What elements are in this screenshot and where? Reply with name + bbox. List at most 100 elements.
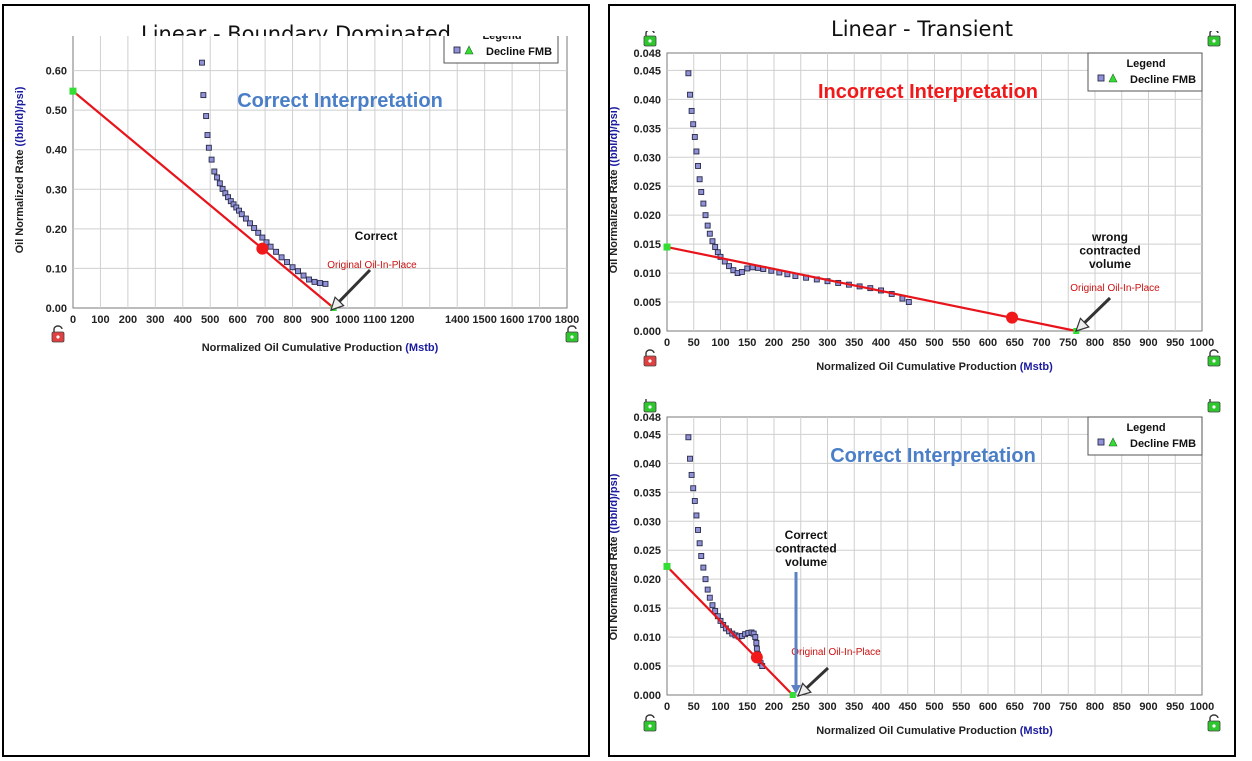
lock-icon [1207,399,1221,413]
x-tick-label: 300 [818,337,836,349]
x-tick-label: 400 [872,701,890,713]
y-tick-label: 0.005 [633,661,661,673]
data-point [311,278,318,285]
data-point [712,244,719,250]
data-point [905,299,912,305]
x-tick-label: 550 [952,337,970,349]
lock-icon [643,349,657,367]
x-tick-label: 450 [899,701,917,713]
pointer-arrow-shaft [1083,296,1112,324]
lock-icon [643,714,657,732]
lock-keyhole [1212,724,1216,728]
y-tick-label: 0.040 [633,94,661,106]
data-point [204,132,211,139]
legend-title: Legend [482,36,521,42]
interpretation-label: Correct Interpretation [237,90,443,112]
data-point [199,59,205,66]
x-tick-label: 500 [925,337,943,349]
data-point [706,594,713,601]
y-tick-label: 0.020 [633,574,661,586]
x-tick-label: 450 [899,337,917,349]
data-point [702,576,709,583]
data-point [702,212,709,219]
data-point [698,553,705,559]
x-axis-label: Normalized Oil Cumulative Production (Ms… [816,725,1053,737]
x-tick-label: 0 [70,314,76,326]
x-tick-label: 800 [1086,337,1104,349]
pointer-arrow-head [797,682,812,697]
x-tick-label: 750 [1059,701,1077,713]
data-point [698,189,705,195]
lock-shackle [1209,31,1219,36]
data-point [259,234,266,241]
y-axis-label: Oil Normalized Rate ((bbl/d)/psi) [14,86,26,253]
y-tick-label: 0.045 [633,429,661,441]
data-point [688,107,695,114]
data-point [700,564,707,571]
y-tick-label: 0.005 [633,297,661,309]
data-point [899,295,906,302]
x-tick-label: 700 [1032,701,1050,713]
x-tick-label: 850 [1113,337,1131,349]
lock-shackle [645,31,655,36]
y-axis-label: Oil Normalized Rate ((bbl/d)/psi) [610,473,620,640]
data-point [690,121,697,128]
data-point [753,639,760,646]
data-point [726,263,733,270]
annotation-line: wrong [1091,230,1128,244]
fit-point [256,242,269,255]
x-tick-label: 400 [872,337,890,349]
data-point [242,215,249,222]
y-axis-title: Oil Normalized Rate [610,533,620,640]
y-tick-label: 0.025 [633,181,661,193]
x-tick-label: 1000 [1190,337,1214,349]
x-tick-label: 550 [952,701,970,713]
x-tick-label: 600 [979,337,997,349]
legend-square-marker [1097,74,1105,82]
data-point [203,113,210,120]
x-axis-title: Normalized Oil Cumulative Production [816,725,1020,737]
lock-keyhole [1212,405,1216,409]
lock-keyhole [648,724,652,728]
x-tick-label: 800 [1086,701,1104,713]
x-tick-label: 1500 [472,314,496,326]
x-axis-unit: (Mstb) [1020,725,1053,737]
y-tick-label: 0.20 [46,224,67,236]
y-tick-label: 0.045 [633,65,661,77]
x-tick-label: 900 [311,314,329,326]
x-tick-label: 100 [711,701,729,713]
data-point [693,148,700,155]
legend-entry: Decline FMB [1130,438,1196,450]
x-tick-label: 1100 [363,314,387,326]
x-tick-label: 0 [664,701,670,713]
x-tick-label: 950 [1166,337,1184,349]
lock-shackle [645,399,654,402]
data-point [687,455,693,462]
data-point [300,272,307,279]
data-point [690,485,697,492]
data-point [696,540,703,547]
x-axis-title: Normalized Oil Cumulative Production [816,361,1020,373]
data-point [211,168,218,175]
panel-title: Linear - Transient [831,17,1013,41]
data-point [205,144,212,151]
y-tick-label: 0.035 [633,123,661,135]
annotation-line: Correct [355,229,398,243]
data-point [208,156,215,163]
x-tick-label: 850 [1113,701,1131,713]
y-tick-label: 0.010 [633,268,661,280]
lock-keyhole [648,405,652,409]
lock-icon [51,325,65,343]
legend-box [1087,52,1203,92]
data-point [200,92,207,99]
data-point [709,602,716,609]
lock-shackle [1209,349,1219,356]
x-tick-label: 150 [738,337,756,349]
y-axis-unit: ((bbl/d)/psi) [14,86,26,146]
y-tick-label: 0.025 [633,545,661,557]
data-point [695,526,701,533]
y-tick-label: 0.048 [633,48,661,60]
legend-box [1087,416,1203,456]
x-tick-label: 750 [1059,337,1077,349]
lock-keyhole [1212,359,1216,363]
